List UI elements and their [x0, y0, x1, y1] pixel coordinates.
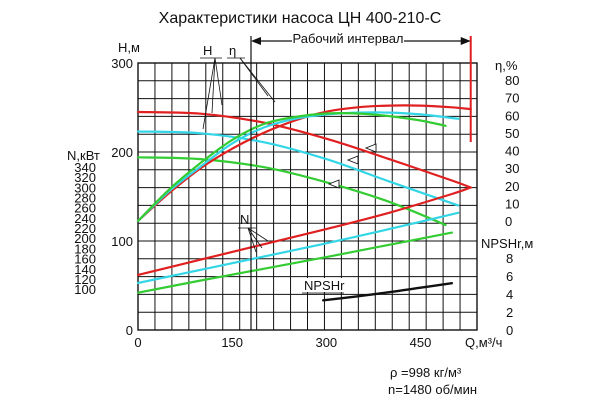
eta-tick-label: 10 — [505, 196, 519, 211]
density-footnote: ρ =998 кг/м³ — [390, 365, 462, 380]
n-tick-label: 280 — [74, 191, 96, 206]
h-tick-label: 200 — [111, 145, 133, 160]
work-range-marker: Рабочий интервал — [250, 31, 472, 330]
speed-footnote: n=1480 об/мин — [388, 382, 477, 397]
eta-curve-green — [136, 111, 447, 223]
x-tick-label: 0 — [134, 335, 141, 350]
h-tick-label: 0 — [126, 323, 133, 338]
work-range-arrowhead-right — [460, 37, 471, 45]
chart-title: Характеристики насоса ЦН 400-210-С — [159, 10, 442, 27]
work-range-label: Рабочий интервал — [292, 31, 403, 46]
n-leader-3 — [247, 227, 269, 242]
npsh-curve-black — [322, 282, 454, 302]
n-tick-label: 300 — [74, 180, 96, 195]
h-curve-red — [136, 110, 472, 189]
n-tick-label: 200 — [74, 231, 96, 246]
h-tick-label: 300 — [111, 56, 133, 71]
h-leader-2 — [211, 57, 216, 114]
marker-triangle-2 — [346, 155, 359, 165]
h-curve-green — [136, 156, 447, 227]
eta-tick-label: 0 — [505, 214, 512, 229]
n-tick-label: 140 — [74, 262, 96, 277]
work-range-arrowhead-left — [251, 37, 261, 45]
h-curve-cyan — [136, 130, 460, 207]
h-leader-1 — [202, 57, 216, 130]
n-tick-label: 220 — [74, 221, 96, 236]
triangle-markers — [327, 143, 377, 189]
x-tick-label: 450 — [410, 335, 432, 350]
eta-curve-cyan — [136, 111, 460, 223]
tick-labels: 0 150 300 450010020030010012014016018020022… — [74, 56, 519, 350]
series-callouts: H η N NPSHr — [200, 43, 345, 294]
marker-triangle-3 — [327, 179, 340, 189]
n-curve-cyan — [136, 211, 460, 285]
n-tick-label: 160 — [74, 252, 96, 267]
n-tick-label: 240 — [74, 211, 96, 226]
n-tick-label: 260 — [74, 201, 96, 216]
eta-tick-label: 80 — [505, 73, 519, 88]
n-tick-label: 320 — [74, 170, 96, 185]
eta-tick-label: 60 — [505, 108, 519, 123]
x-tick-label: 150 — [221, 335, 243, 350]
n-leader-2 — [247, 227, 263, 249]
eta-curve-label: η — [229, 43, 236, 58]
npsh-tick-label: 4 — [506, 287, 513, 302]
npsh-tick-label: 0 — [506, 323, 513, 338]
eta-tick-label: 70 — [505, 91, 519, 106]
eta-tick-label: 50 — [505, 126, 519, 141]
n-curve-green — [136, 231, 453, 294]
n-leader-1 — [247, 227, 257, 253]
n-tick-label: 100 — [74, 282, 96, 297]
npsh-tick-label: 8 — [506, 251, 513, 266]
npsh-curve-label: NPSHr — [304, 278, 345, 293]
h-curve-label: H — [203, 43, 212, 58]
npsh-label-bg — [302, 278, 342, 292]
n-tick-label: 340 — [74, 160, 96, 175]
n-tick-label: 120 — [74, 272, 96, 287]
npsh-axis-title: NPSHr,м — [481, 236, 533, 251]
n-curve-red — [136, 186, 472, 276]
h-leader-3 — [214, 57, 223, 106]
h-axis-title: H,м — [118, 40, 140, 55]
eta-tick-label: 20 — [505, 179, 519, 194]
q-axis-title: Q,м³/ч — [465, 335, 502, 350]
eta-leader-2 — [239, 57, 276, 103]
npsh-tick-label: 2 — [506, 305, 513, 320]
work-range-label-bg — [292, 32, 404, 46]
plot-frame — [137, 62, 478, 331]
eta-tick-label: 30 — [505, 161, 519, 176]
eta-tick-label: 40 — [505, 144, 519, 159]
h-tick-label: 100 — [111, 234, 133, 249]
n-axis-title: N,кВт — [67, 148, 100, 163]
eta-axis-title: η,% — [495, 58, 518, 73]
n-tick-label: 180 — [74, 241, 96, 256]
marker-triangle-1 — [364, 143, 377, 153]
x-tick-label: 300 — [315, 335, 337, 350]
n-curve-label: N — [240, 212, 249, 227]
series-lines — [136, 104, 472, 302]
npsh-tick-label: 6 — [506, 269, 513, 284]
